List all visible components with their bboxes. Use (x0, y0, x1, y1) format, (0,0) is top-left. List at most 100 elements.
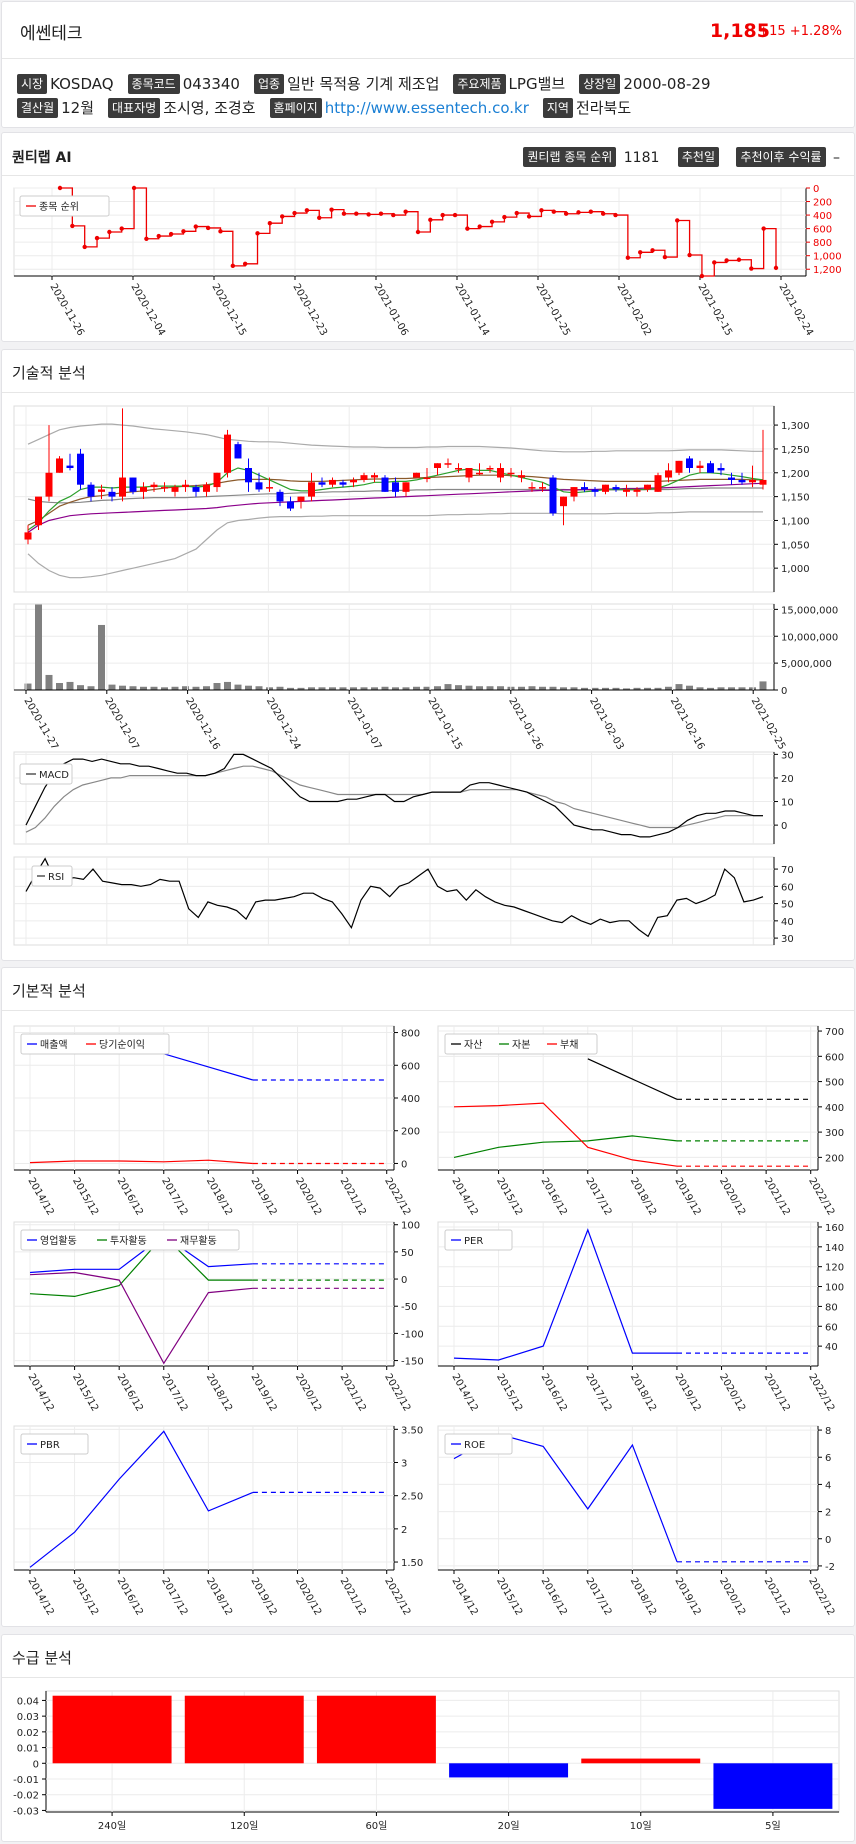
divider (2, 58, 854, 59)
ytick-label: 100 (401, 1221, 420, 1232)
ytick-label: 0.02 (17, 1728, 39, 1739)
candle-body (381, 477, 389, 492)
xtick-label: 240일 (98, 1820, 126, 1832)
candle-body (213, 472, 221, 488)
info-tag: 대표자명 (108, 98, 161, 118)
candle-body (140, 487, 147, 492)
volume-bar (665, 686, 672, 690)
volume-bar (182, 686, 189, 690)
candle-body (497, 468, 504, 478)
ytick-label: -150 (401, 1357, 424, 1368)
price-change: +15 +1.28% (758, 24, 842, 39)
rank-point (650, 248, 655, 253)
rank-point (144, 236, 149, 241)
divider (2, 1677, 854, 1678)
legend-label: 자산 (464, 1039, 482, 1051)
volume-bar (686, 685, 693, 690)
candle-body (717, 468, 725, 471)
ytick-label: 60 (781, 882, 794, 893)
homepage-link[interactable]: http://www.essentech.co.kr (324, 99, 529, 117)
xtick-label: 2015/12 (494, 1576, 524, 1617)
xtick-label: 2020/12 (717, 1176, 747, 1217)
ytick-label: 30 (781, 934, 794, 945)
ytick-label: 1,300 (781, 421, 810, 432)
xtick-label: 2017/12 (583, 1176, 613, 1217)
ytick-label: 1,150 (781, 493, 810, 504)
candle-body (665, 470, 672, 478)
ytick-label: 800 (401, 1029, 420, 1040)
xtick-label: 2021/12 (338, 1576, 368, 1617)
ytick-label: 3 (401, 1458, 407, 1469)
macd-line (25, 753, 763, 838)
rank-point (724, 258, 729, 263)
ytick-label: 40 (825, 1342, 838, 1353)
volume-bar (297, 687, 305, 690)
legend-label: PBR (40, 1440, 60, 1451)
volume-bar (518, 686, 525, 690)
ytick-label: 80 (825, 1302, 838, 1313)
volume-bar (77, 685, 84, 690)
ytick-label: 1,250 (781, 445, 810, 456)
volume-bar (413, 686, 420, 690)
rank-point (156, 233, 161, 239)
ytick-label: 140 (825, 1243, 844, 1254)
rank-point (675, 218, 680, 223)
rank-point (563, 211, 569, 216)
fund3-series-투자활동 (29, 1234, 253, 1298)
xtick-label: 2014/12 (25, 1176, 55, 1217)
xtick-label: 2020/12 (293, 1576, 323, 1617)
xtick-label: 2016/12 (539, 1372, 569, 1413)
ytick-label: 400 (813, 211, 832, 222)
legend-label: 당기순이익 (99, 1039, 145, 1051)
legend-label: RSI (48, 872, 64, 883)
volume-bar (696, 687, 704, 690)
fund2-legend (444, 1033, 598, 1055)
volume-bar (24, 683, 32, 690)
xtick-label: 2020-11-26 (47, 282, 86, 338)
xtick-label: 5일 (765, 1820, 781, 1832)
xtick-label: 2021/12 (762, 1372, 792, 1413)
candle-body (570, 487, 578, 497)
candle-body (108, 491, 116, 497)
candle-body (308, 482, 315, 497)
rank-point (354, 211, 359, 216)
volume-bar (465, 685, 473, 690)
flow-bar (581, 1758, 701, 1764)
ytick-label: 10,000,000 (781, 632, 838, 643)
candle-body (192, 487, 200, 492)
info-tag: 주요제품 (453, 74, 506, 94)
volume-bar (633, 687, 641, 690)
rank-point (773, 265, 779, 271)
candle-body (507, 472, 515, 475)
volume-bar (119, 685, 126, 690)
xtick-label: 2017/12 (159, 1372, 189, 1413)
xtick-label: 120일 (230, 1820, 258, 1832)
xtick-label: 2021-01-07 (345, 696, 384, 752)
candle-body (602, 484, 609, 492)
volume-bar (738, 687, 746, 690)
legend-label: 재무활동 (180, 1234, 217, 1247)
candle-body (444, 463, 452, 465)
rank-point (514, 210, 519, 216)
candle-body (24, 532, 32, 540)
xtick-label: 2019/12 (248, 1576, 278, 1617)
ytick-label: 0 (813, 184, 819, 195)
rank-point (489, 219, 495, 225)
xtick-label: 2019/12 (248, 1372, 278, 1413)
divider (2, 175, 854, 176)
ytick-label: 0 (825, 1535, 831, 1546)
volume-bar (150, 686, 158, 690)
xtick-label: 2014/12 (449, 1576, 479, 1617)
ytick-label: 50 (401, 1248, 414, 1259)
candle-body (486, 468, 494, 470)
rank-point (736, 257, 742, 262)
rank-point (366, 212, 371, 217)
xtick-label: 2020-12-24 (264, 696, 303, 752)
rank-point (131, 185, 137, 191)
volume-bar (612, 687, 620, 690)
macd-frame (13, 751, 775, 845)
info-tag: 결산월 (17, 98, 59, 118)
ytick-label: 160 (825, 1223, 844, 1234)
ytick-label: 2 (825, 1508, 831, 1519)
info-row: 시장 KOSDAQ 종목코드 043340 업종 일반 목적용 기계 제조업 주요제품 LPG… (17, 73, 725, 94)
